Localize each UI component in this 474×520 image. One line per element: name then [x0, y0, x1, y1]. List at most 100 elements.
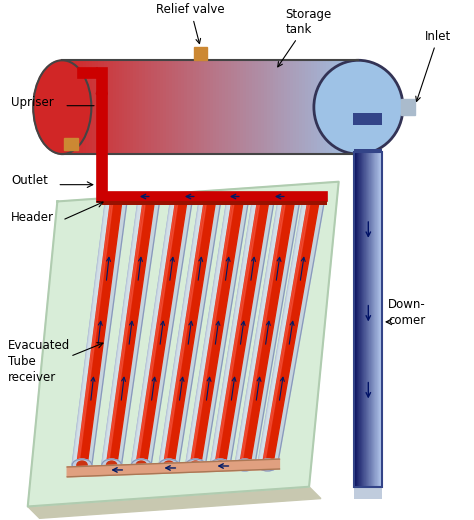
Bar: [374, 152, 375, 487]
Bar: [365, 152, 366, 487]
Bar: [222, 60, 226, 154]
Bar: [278, 60, 282, 154]
Ellipse shape: [263, 461, 273, 469]
Ellipse shape: [186, 459, 205, 471]
Bar: [109, 60, 113, 154]
Bar: [98, 60, 101, 154]
Polygon shape: [210, 199, 274, 465]
Bar: [382, 152, 383, 487]
Bar: [204, 60, 208, 154]
Ellipse shape: [33, 60, 91, 154]
Bar: [377, 152, 378, 487]
Bar: [359, 152, 360, 487]
Bar: [273, 60, 276, 154]
Bar: [373, 152, 374, 487]
Bar: [118, 60, 122, 154]
Polygon shape: [159, 199, 221, 465]
Ellipse shape: [77, 461, 87, 469]
Bar: [92, 60, 95, 154]
Bar: [323, 60, 326, 154]
Polygon shape: [210, 199, 257, 465]
Bar: [368, 152, 369, 487]
Bar: [199, 60, 202, 154]
Polygon shape: [215, 199, 269, 465]
Polygon shape: [164, 199, 216, 465]
Bar: [151, 60, 155, 154]
Bar: [369, 152, 370, 487]
Bar: [113, 60, 116, 154]
Bar: [380, 152, 381, 487]
Bar: [65, 60, 69, 154]
Bar: [275, 60, 279, 154]
Polygon shape: [77, 199, 122, 465]
Bar: [102, 191, 327, 201]
Bar: [86, 60, 90, 154]
Bar: [71, 60, 74, 154]
Text: Upriser: Upriser: [11, 96, 54, 109]
Bar: [311, 60, 314, 154]
Bar: [74, 60, 78, 154]
Bar: [102, 201, 327, 205]
Bar: [379, 152, 380, 487]
Bar: [381, 152, 382, 487]
Bar: [378, 152, 379, 487]
Bar: [261, 60, 264, 154]
Bar: [255, 60, 258, 154]
Bar: [376, 152, 377, 487]
Polygon shape: [72, 199, 128, 465]
Bar: [299, 60, 302, 154]
Bar: [282, 60, 285, 154]
Polygon shape: [102, 199, 142, 465]
Bar: [361, 152, 362, 487]
Bar: [296, 60, 300, 154]
Bar: [355, 152, 356, 487]
Bar: [372, 152, 373, 487]
Bar: [249, 60, 252, 154]
Bar: [201, 60, 205, 154]
Bar: [64, 138, 78, 150]
Bar: [371, 152, 372, 487]
Bar: [125, 60, 128, 154]
Bar: [287, 60, 291, 154]
Bar: [95, 60, 98, 154]
Bar: [401, 99, 415, 115]
Bar: [284, 60, 288, 154]
Bar: [357, 152, 358, 487]
Polygon shape: [131, 199, 175, 465]
Bar: [246, 60, 249, 154]
Bar: [355, 487, 382, 499]
Text: Outlet: Outlet: [11, 174, 48, 187]
Polygon shape: [67, 459, 280, 477]
Ellipse shape: [107, 461, 117, 469]
Bar: [216, 60, 220, 154]
Bar: [373, 152, 374, 487]
Bar: [364, 152, 365, 487]
Bar: [83, 60, 86, 154]
Ellipse shape: [164, 461, 174, 469]
Bar: [359, 152, 360, 487]
Bar: [80, 60, 83, 154]
Polygon shape: [215, 199, 261, 465]
Bar: [160, 60, 164, 154]
Ellipse shape: [215, 461, 225, 469]
Bar: [378, 152, 379, 487]
Polygon shape: [258, 199, 325, 465]
Bar: [116, 60, 119, 154]
Bar: [190, 60, 193, 154]
Bar: [78, 68, 97, 78]
Bar: [133, 60, 137, 154]
Bar: [332, 60, 335, 154]
Ellipse shape: [235, 459, 255, 471]
Bar: [157, 60, 161, 154]
Bar: [169, 60, 173, 154]
Bar: [62, 60, 66, 154]
Text: Down-
comer: Down- comer: [388, 297, 426, 327]
Bar: [356, 60, 359, 154]
Bar: [363, 152, 364, 487]
Polygon shape: [107, 199, 155, 465]
Polygon shape: [263, 199, 319, 465]
Bar: [337, 60, 341, 154]
Ellipse shape: [240, 461, 250, 469]
Bar: [68, 60, 72, 154]
Bar: [358, 152, 359, 487]
